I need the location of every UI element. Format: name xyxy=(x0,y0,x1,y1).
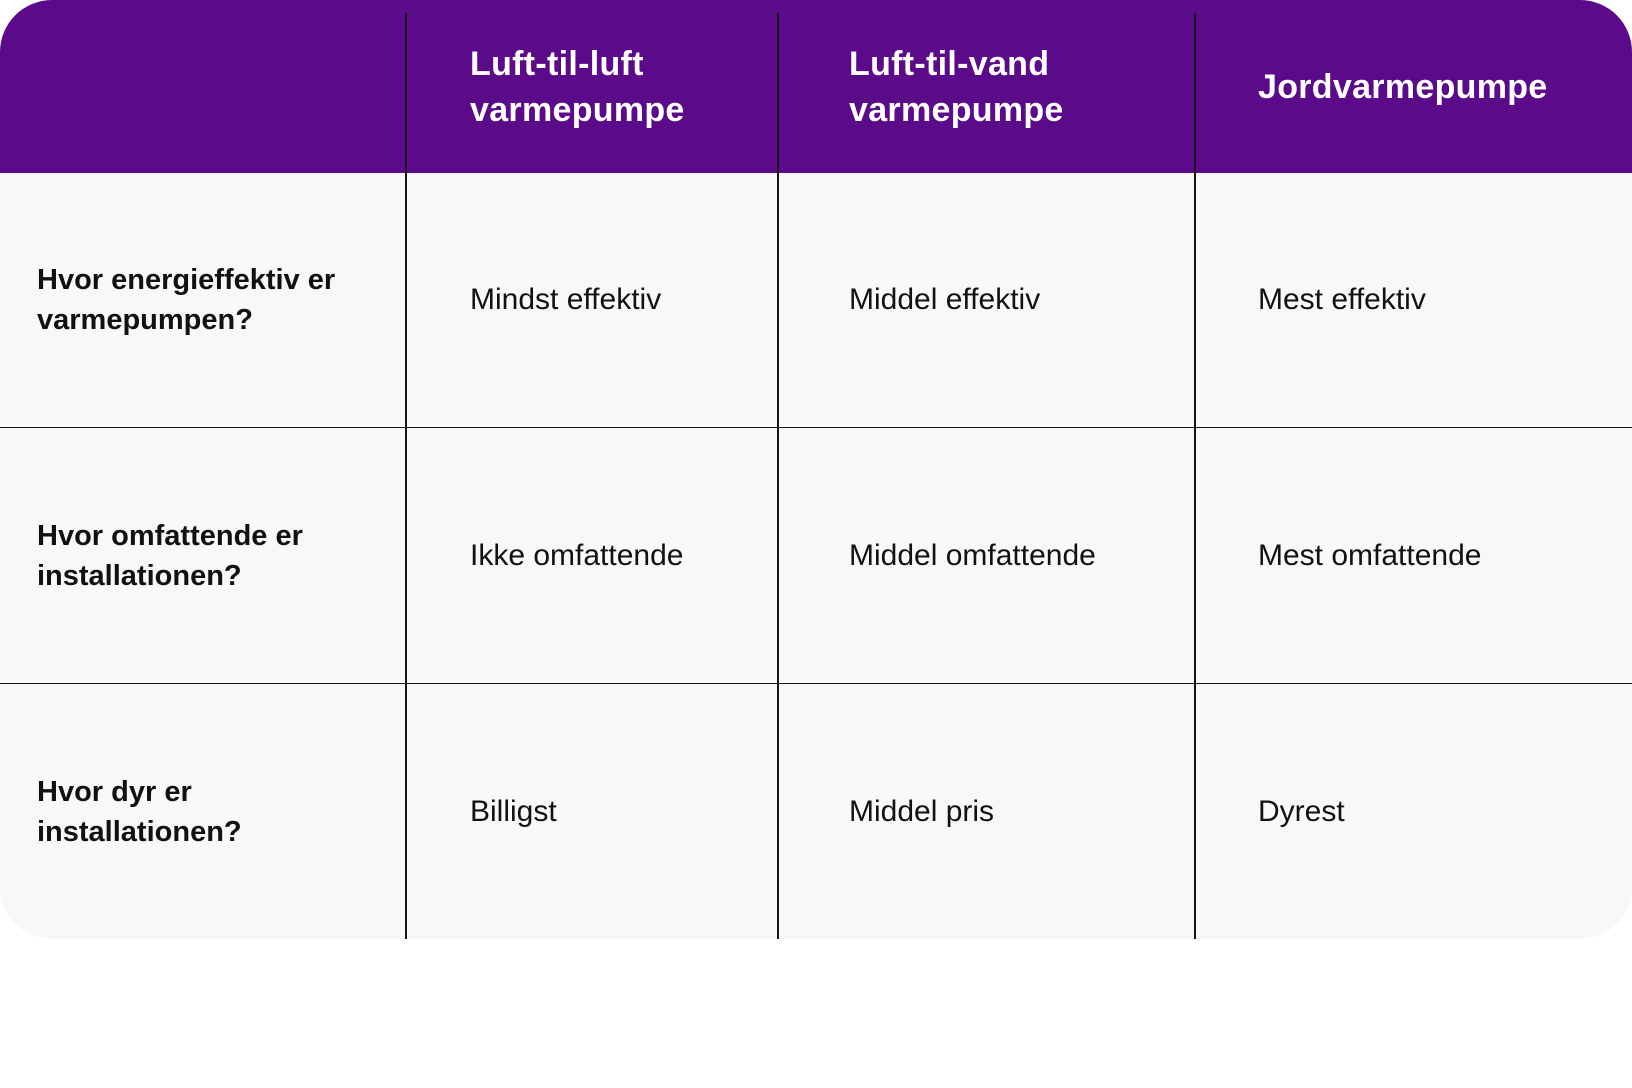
table-cell: Ikke omfattende xyxy=(470,428,770,683)
row-question-installation-cost: Hvor dyr er installationen? xyxy=(37,684,387,939)
column-divider xyxy=(777,13,779,939)
cell-value: Billigst xyxy=(470,794,557,828)
question-line: Hvor energieffektiv er xyxy=(37,264,336,296)
question-line: Hvor dyr er xyxy=(37,775,192,808)
row-question-energy-efficiency: Hvor energieffektiv er varmepumpen? xyxy=(37,173,387,427)
table-cell: Mest omfattende xyxy=(1258,428,1628,683)
cell-value: Ikke omfattende xyxy=(470,538,684,572)
table-cell: Middel pris xyxy=(849,684,1189,939)
column-header-jordvarmepumpe: Jordvarmepumpe xyxy=(1258,0,1628,173)
table-cell: Middel effektiv xyxy=(849,173,1189,427)
cell-value: Mindst effektiv xyxy=(470,283,662,316)
column-header-line: Luft-til-vand xyxy=(849,44,1050,83)
table-cell: Mindst effektiv xyxy=(470,173,770,427)
cell-value: Middel pris xyxy=(849,794,995,828)
column-divider xyxy=(1194,13,1196,939)
cell-value: Middel effektiv xyxy=(849,283,1041,316)
question-line: installationen? xyxy=(37,559,242,592)
row-divider xyxy=(0,683,1632,684)
table-cell: Middel omfattende xyxy=(849,428,1189,683)
comparison-table: Luft-til-luft varmepumpe Luft-til-vand v… xyxy=(0,0,1632,939)
column-header-luft-til-luft: Luft-til-luft varmepumpe xyxy=(470,0,770,173)
table-header-row xyxy=(0,0,1632,173)
table-cell: Dyrest xyxy=(1258,684,1628,939)
question-line: varmepumpen? xyxy=(37,304,253,336)
question-line: installationen? xyxy=(37,815,242,848)
column-header-line: varmepumpe xyxy=(470,90,685,129)
cell-value: Dyrest xyxy=(1258,794,1345,828)
column-header-luft-til-vand: Luft-til-vand varmepumpe xyxy=(849,0,1179,173)
table-cell: Mest effektiv xyxy=(1258,173,1628,427)
column-header-line: varmepumpe xyxy=(849,90,1064,129)
cell-value: Mest effektiv xyxy=(1258,283,1426,316)
column-divider xyxy=(405,13,407,939)
cell-value: Mest omfattende xyxy=(1258,538,1482,572)
row-divider xyxy=(0,427,1632,428)
column-header-line: Jordvarmepumpe xyxy=(1258,67,1548,106)
column-header-line: Luft-til-luft xyxy=(470,44,644,83)
table-cell: Billigst xyxy=(470,684,770,939)
cell-value: Middel omfattende xyxy=(849,538,1096,572)
question-line: Hvor omfattende er xyxy=(37,519,303,552)
row-question-installation-scope: Hvor omfattende er installationen? xyxy=(37,428,387,683)
